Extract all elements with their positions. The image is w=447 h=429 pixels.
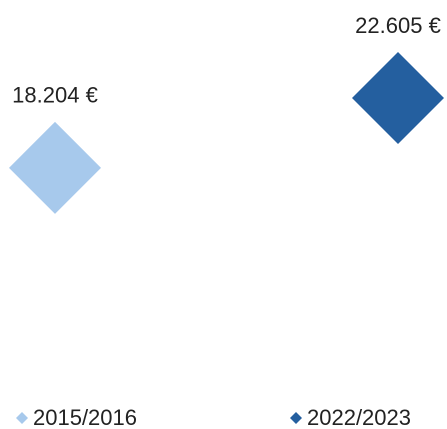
data-label: 18.204 €: [12, 83, 98, 108]
point: [352, 52, 444, 145]
legend-label: 2022/2023: [307, 405, 411, 429]
point: [9, 121, 101, 214]
legend-marker: [290, 412, 302, 424]
legend-label: 2015/2016: [33, 405, 137, 429]
data-label: 22.605 €: [355, 13, 441, 38]
legend-marker: [16, 412, 28, 424]
